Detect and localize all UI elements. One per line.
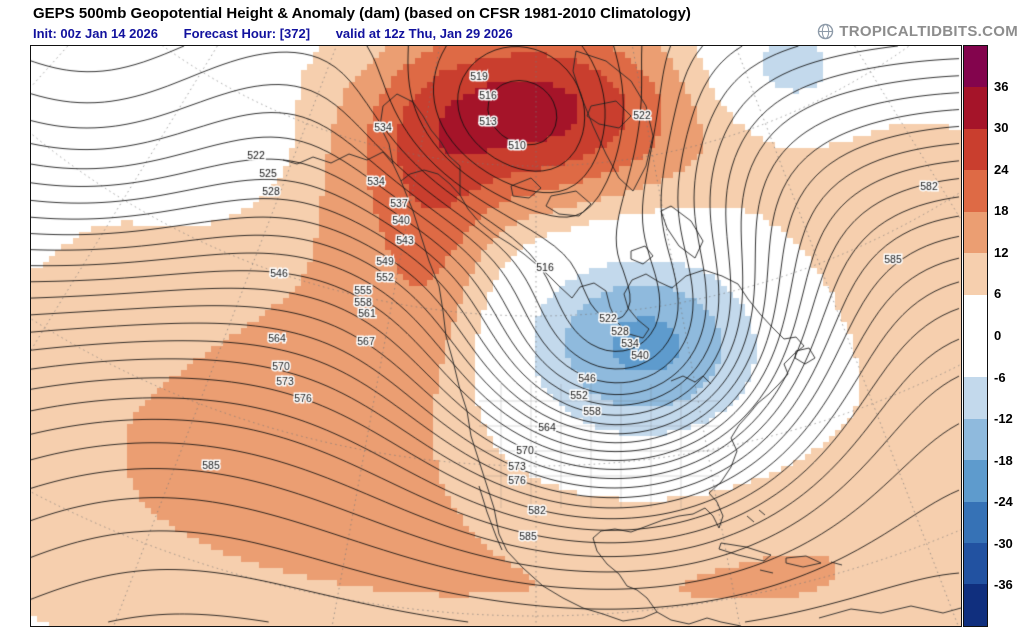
init-time: Init: 00z Jan 14 2026	[33, 26, 159, 41]
colorbar-tick: 12	[994, 244, 1009, 260]
colorbar-tick: -24	[994, 494, 1013, 510]
globe-icon	[818, 23, 834, 40]
colorbar-segment	[964, 543, 987, 585]
watermark-text: TROPICALTIDBITS.COM	[839, 23, 1018, 40]
colorbar-segment	[964, 46, 987, 88]
colorbar-tick: 6	[994, 286, 1002, 302]
anomaly-colorbar	[963, 45, 988, 627]
map-area	[30, 45, 962, 627]
colorbar-tick: 30	[994, 120, 1009, 136]
colorbar-segment	[964, 335, 987, 378]
init-line: Init: 00z Jan 14 2026 Forecast Hour: [37…	[33, 26, 535, 41]
colorbar-tick: -12	[994, 411, 1013, 427]
watermark-link[interactable]: TROPICALTIDBITS.COM	[817, 23, 1018, 40]
colorbar-segment	[964, 87, 987, 129]
colorbar-tick: -6	[994, 369, 1006, 385]
colorbar-tick: 36	[994, 78, 1009, 94]
colorbar-segment	[964, 501, 987, 544]
colorbar-segment	[964, 211, 987, 254]
colorbar-tick: 18	[994, 203, 1009, 219]
weather-map-canvas	[31, 46, 961, 626]
colorbar-segment	[964, 128, 987, 171]
colorbar-segment	[964, 294, 987, 336]
colorbar-segment	[964, 584, 987, 626]
colorbar-segment	[964, 377, 987, 419]
colorbar-tick: -30	[994, 535, 1013, 551]
colorbar-tick: -36	[994, 577, 1013, 593]
colorbar-segment	[964, 170, 987, 212]
colorbar-segment	[964, 460, 987, 502]
colorbar-tick: 0	[994, 328, 1002, 343]
valid-time: valid at 12z Thu, Jan 29 2026	[335, 26, 513, 41]
page-title: GEPS 500mb Geopotential Height & Anomaly…	[33, 5, 691, 22]
colorbar-tick: -18	[994, 452, 1013, 468]
colorbar-tick: 24	[994, 161, 1009, 177]
colorbar-segment	[964, 418, 987, 461]
colorbar-tick-labels: 36 30 24 18 12 6 0 -6 -12 -18 -24 -30 -36	[994, 45, 1024, 627]
colorbar-segment	[964, 253, 987, 295]
forecast-hour: Forecast Hour: [372]	[183, 26, 311, 41]
